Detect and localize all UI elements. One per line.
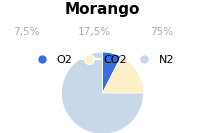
Text: 75%: 75% xyxy=(150,27,173,37)
Text: 17,5%: 17,5% xyxy=(77,27,110,37)
Wedge shape xyxy=(61,52,143,133)
Text: Morango: Morango xyxy=(64,2,140,17)
Wedge shape xyxy=(102,52,121,93)
Legend: O2, CO2, N2: O2, CO2, N2 xyxy=(27,51,177,70)
Text: 7,5%: 7,5% xyxy=(13,27,40,37)
Wedge shape xyxy=(102,57,143,93)
